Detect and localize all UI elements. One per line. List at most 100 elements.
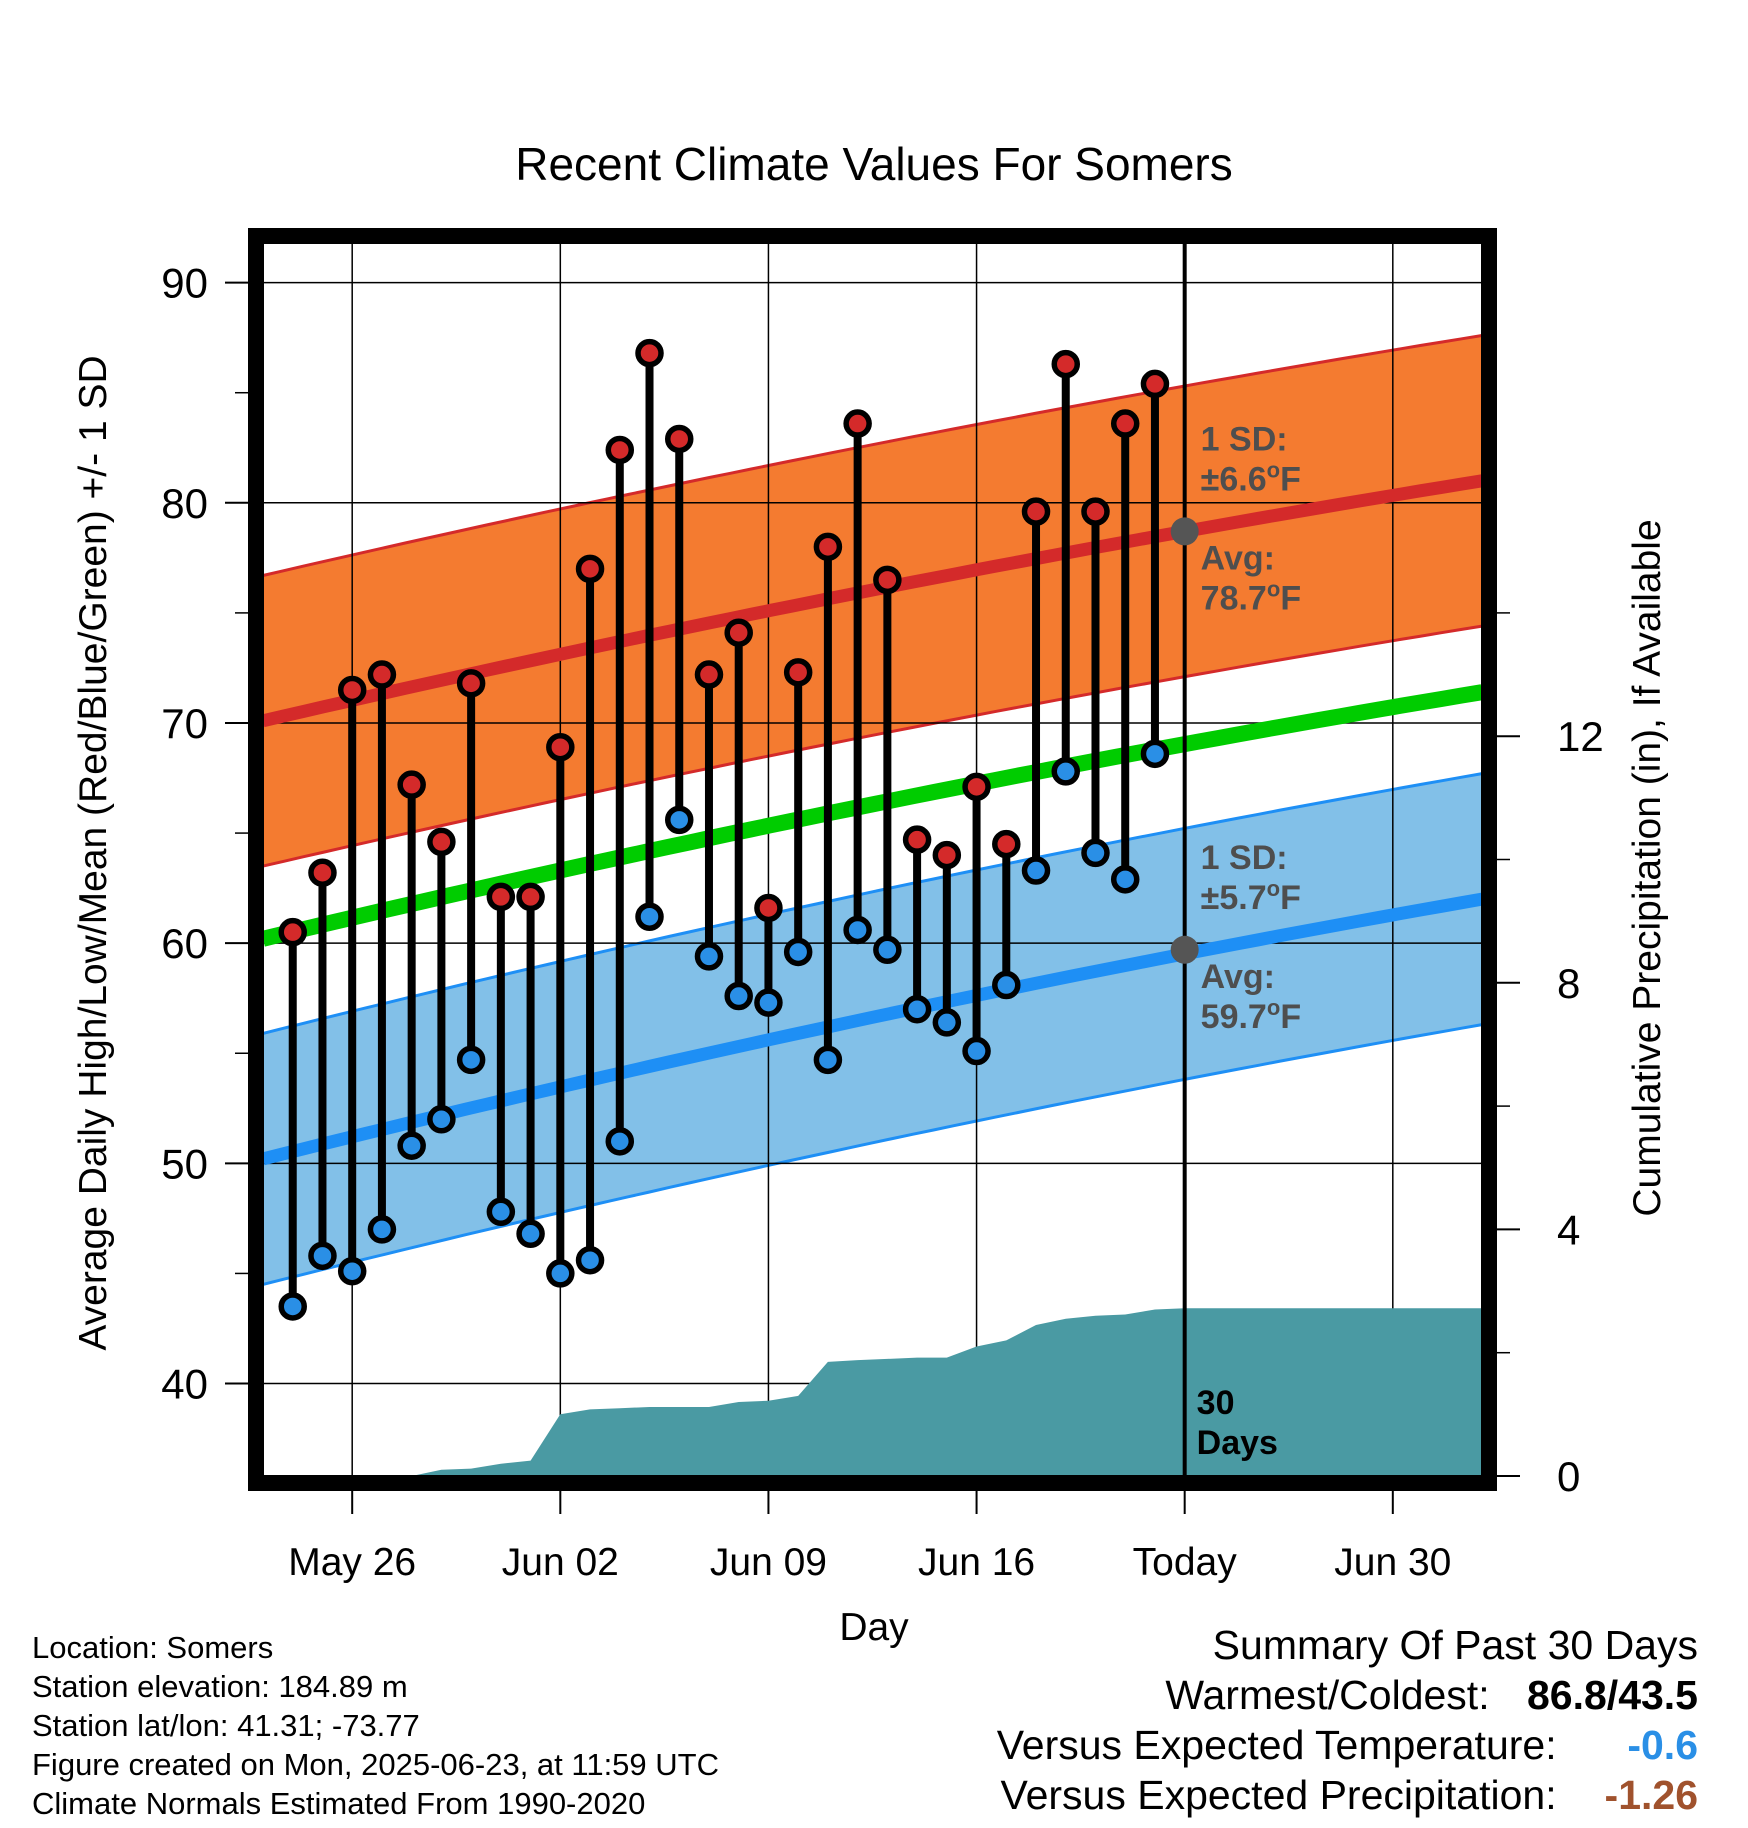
low-normal-line [261, 892, 1484, 1166]
high-temp-point [516, 882, 545, 912]
low-temp-point [1081, 838, 1110, 868]
y2-tick-label: 0 [1557, 1453, 1580, 1500]
low-temp-point [337, 1256, 367, 1286]
high-sd-band-lower-edge [262, 624, 1483, 868]
high-temp-point [664, 424, 694, 454]
high-temp-point [813, 532, 843, 562]
plot-border [248, 228, 1497, 1491]
y-tick-label: 90 [161, 260, 208, 307]
high-temp-point [694, 660, 724, 689]
high-temp-point [575, 554, 605, 584]
temp-diff-value: -0.6 [1627, 1722, 1698, 1768]
high-temp-point [902, 825, 932, 854]
cumulative-precip-area [263, 1308, 1482, 1476]
y-tick-label: 70 [161, 700, 208, 747]
high-temp-point [1110, 409, 1140, 438]
x-tick-label: Jun 16 [918, 1541, 1035, 1584]
high-temp-point [932, 840, 962, 870]
high-temp-point [1051, 349, 1081, 379]
x-axis-label: Day [839, 1606, 909, 1649]
observations [278, 338, 1170, 1321]
low-temp-point [1051, 757, 1081, 786]
low-temp-point [992, 970, 1021, 1000]
axes: 40 50 60 70 80 90 0 4 8 12 May 26 Jun 02 Jun 09 Jun 1… [161, 260, 1603, 1584]
low-temp-point [278, 1292, 307, 1321]
y-tick-label: 80 [161, 480, 208, 527]
low-temp-point [516, 1219, 545, 1249]
high-temp-point [873, 565, 902, 595]
high-sd-label: 1 SD: [1201, 420, 1288, 458]
summary-precip: Versus Expected Precipitation: -1.26 [997, 1770, 1699, 1820]
precip-diff-value: -1.26 [1604, 1772, 1698, 1818]
low-temp-point [962, 1036, 991, 1066]
high-temp-point [427, 827, 456, 857]
warmest-coldest-label: Warmest/Coldest: [1165, 1672, 1490, 1718]
low-temp-point [783, 937, 813, 967]
high-temp-point [456, 669, 486, 698]
location-text: Location: Somers [32, 1630, 274, 1665]
created-text: Figure created on Mon, 2025-06-23, at 11… [32, 1747, 719, 1782]
x-tick-label: Jun 02 [502, 1541, 619, 1584]
low-avg-value: 59.7oF [1201, 995, 1301, 1036]
low-temp-point [932, 1008, 962, 1037]
high-temp-point [546, 732, 575, 762]
today-low-normal-marker [1170, 935, 1199, 964]
mean-normal-line [261, 684, 1484, 947]
y-tick-label: 40 [161, 1361, 208, 1408]
plot-frame [248, 228, 1497, 1491]
x-tick-label: Jun 09 [710, 1541, 827, 1584]
x-tick-label: Today [1133, 1541, 1238, 1584]
low-temp-point [635, 902, 664, 931]
high-temp-point [1081, 497, 1110, 526]
high-avg-label: Avg: [1201, 539, 1275, 577]
elevation-text: Station elevation: 184.89 m [32, 1669, 408, 1704]
days-count-label: 30 [1197, 1384, 1235, 1422]
latlon-text: Station lat/lon: 41.31; -73.77 [32, 1708, 420, 1743]
low-temp-point [1140, 739, 1170, 769]
low-temp-point [546, 1259, 575, 1288]
normals-text: Climate Normals Estimated From 1990-2020 [32, 1786, 646, 1821]
precipitation-area [263, 1308, 1482, 1476]
high-temp-point [337, 675, 367, 705]
chart-title: Recent Climate Values For Somers [515, 138, 1233, 190]
high-sd-band [263, 335, 1482, 867]
precip-diff-label: Versus Expected Precipitation: [1000, 1772, 1557, 1818]
temp-diff-label: Versus Expected Temperature: [996, 1722, 1557, 1768]
high-temp-point [724, 618, 753, 647]
y2-tick-label: 8 [1557, 960, 1580, 1007]
high-temp-point [992, 829, 1021, 859]
high-temp-point [843, 409, 872, 438]
high-temp-point [754, 893, 783, 923]
low-temp-point [605, 1127, 635, 1156]
high-temp-point [397, 770, 426, 799]
summary-temp: Versus Expected Temperature: -0.6 [997, 1720, 1698, 1770]
high-temp-point [783, 658, 813, 687]
low-sd-band-lower-edge [262, 1023, 1483, 1286]
summary-panel: Summary Of Past 30 Days Warmest/Coldest:… [997, 1620, 1698, 1820]
summary-title: Summary Of Past 30 Days [1212, 1622, 1698, 1668]
x-tick-label: May 26 [288, 1541, 416, 1584]
low-temp-point [843, 915, 872, 945]
normal-bands [262, 334, 1483, 1286]
y-axis-label: Average Daily High/Low/Mean (Red/Blue/Gr… [72, 355, 115, 1350]
y-tick-label: 50 [161, 1140, 208, 1187]
low-sd-band-upper-edge [262, 772, 1483, 1035]
low-sd-band [263, 773, 1482, 1285]
high-temp-point [635, 338, 664, 368]
low-temp-point [1021, 856, 1051, 885]
high-temp-point [367, 660, 397, 689]
high-temp-point [1021, 497, 1051, 526]
y2-tick-label: 12 [1557, 713, 1604, 760]
today-high-normal-marker [1170, 517, 1199, 546]
low-temp-point [367, 1215, 397, 1244]
station-info: Location: Somers Station elevation: 184.… [32, 1628, 719, 1823]
low-temp-point [397, 1131, 426, 1160]
high-temp-point [962, 772, 991, 802]
low-temp-point [456, 1045, 486, 1075]
low-avg-label: Avg: [1201, 958, 1275, 996]
high-sd-value: ±6.6oF [1201, 457, 1301, 498]
low-temp-point [724, 981, 753, 1011]
low-temp-point [664, 805, 694, 835]
